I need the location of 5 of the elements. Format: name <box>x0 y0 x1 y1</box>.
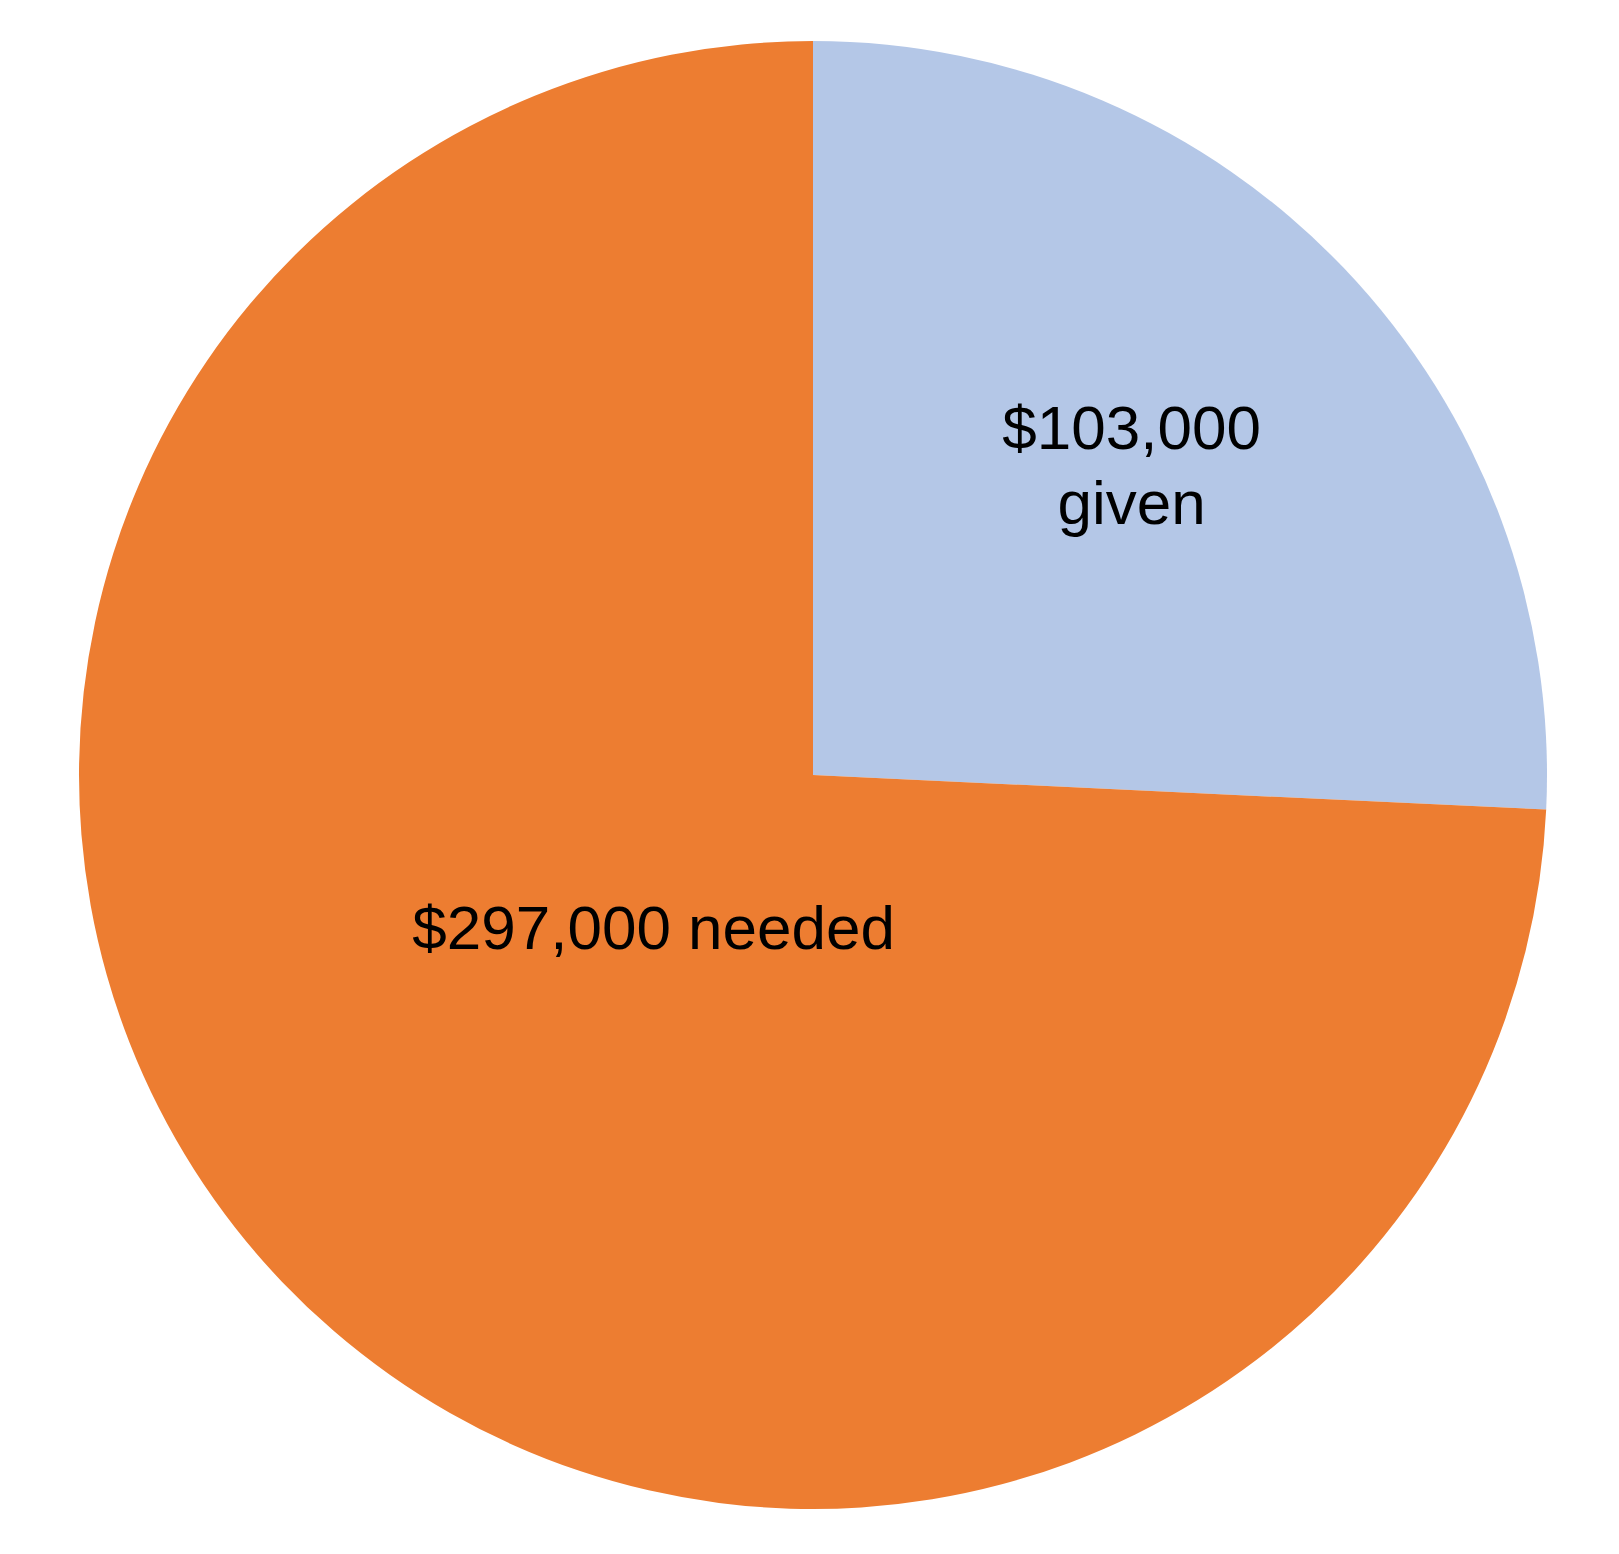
pie-slice <box>79 41 1547 1509</box>
data-label: $103,000 <box>1002 393 1261 463</box>
slice-label: $297,000 needed <box>412 892 896 962</box>
slice-label: given <box>1057 467 1206 537</box>
pie-slice <box>813 41 1547 810</box>
